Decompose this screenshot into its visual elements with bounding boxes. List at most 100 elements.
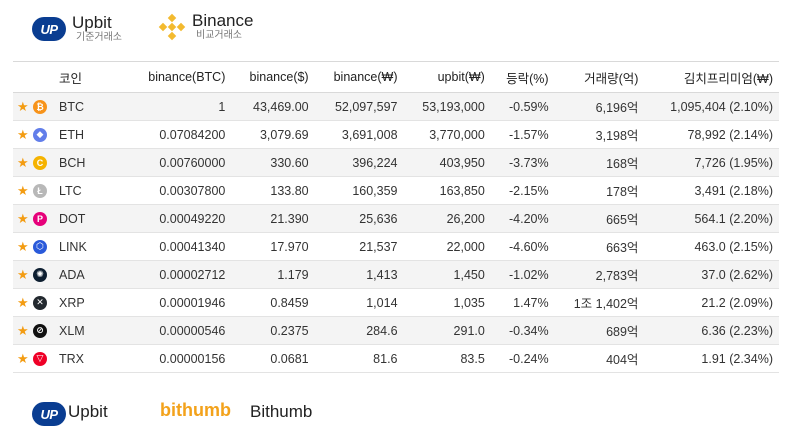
table-row[interactable]: ★ ✕ XRP 0.00001946 0.8459 1,014 1,035 1.47% 1조 1… [13, 288, 779, 317]
col-binance-usd[interactable]: binance($) [231, 61, 315, 93]
exchange-selector-header: UP Upbit 기준거래소 Binance 비교거래소 [0, 0, 791, 56]
favorite-star-icon[interactable]: ★ [17, 126, 29, 142]
table-row[interactable]: ★ ⬡ LINK 0.00041340 17.970 21,537 22,000 -4.60%… [13, 232, 779, 261]
change-percent: -2.15% [490, 176, 555, 205]
table-row[interactable]: ★ ₿ BTC 1 43,469.00 52,097,597 53,193,000 -0.59… [13, 92, 779, 121]
favorite-star-icon[interactable]: ★ [17, 238, 29, 254]
bitcoin-icon: ₿ [33, 99, 47, 114]
table-row[interactable]: ★ Ł LTC 0.00307800 133.80 160,359 163,850 -2.15… [13, 176, 779, 205]
col-binance-btc[interactable]: binance(BTC) [127, 61, 232, 93]
compare-exchange[interactable]: Binance 비교거래소 [158, 12, 253, 42]
kimchi-premium: 7,726 (1.95%) [644, 148, 779, 177]
favorite-star-icon[interactable]: ★ [17, 98, 29, 114]
binance-btc-price: 0.00307800 [127, 176, 232, 205]
binance-btc-price: 0.00049220 [127, 204, 232, 233]
binance-logo-icon [158, 13, 186, 41]
table-row[interactable]: ★ ✺ ADA 0.00002712 1.179 1,413 1,450 -1.02% 2,78… [13, 260, 779, 289]
table-row[interactable]: ★ ▽ TRX 0.00000156 0.0681 81.6 83.5 -0.24% 404억 1… [13, 344, 779, 373]
col-kimchi-premium[interactable]: 김치프리미엄(₩) [644, 61, 779, 93]
kimchi-premium: 463.0 (2.15%) [644, 232, 779, 261]
trade-volume: 404억 [554, 344, 645, 373]
binance-btc-price: 0.00002712 [127, 260, 232, 289]
binance-krw-price: 396,224 [314, 148, 404, 177]
coin-symbol: XRP [53, 288, 127, 317]
trade-volume: 6,196억 [554, 92, 645, 121]
favorite-star-icon[interactable]: ★ [17, 182, 29, 198]
binance-btc-price: 0.00001946 [127, 288, 232, 317]
binance-usd-price: 43,469.00 [231, 92, 315, 121]
change-percent: -0.34% [490, 316, 555, 345]
ethereum-icon: ◆ [33, 127, 47, 142]
table-row[interactable]: ★ ⊘ XLM 0.00000546 0.2375 284.6 291.0 -0.34% 689… [13, 316, 779, 345]
compare-exchange-label: 비교거래소 [196, 30, 242, 41]
change-percent: -3.73% [490, 148, 555, 177]
favorite-star-icon[interactable]: ★ [17, 210, 29, 226]
upbit-krw-price: 83.5 [403, 344, 491, 373]
binance-usd-price: 330.60 [231, 148, 315, 177]
trade-volume: 168억 [554, 148, 645, 177]
kimchi-premium: 1.91 (2.34%) [644, 344, 779, 373]
trade-volume: 2,783억 [554, 260, 645, 289]
favorite-star-icon[interactable]: ★ [17, 154, 29, 170]
base-exchange-name: Upbit [72, 13, 112, 32]
binance-usd-price: 3,079.69 [231, 120, 315, 149]
change-percent: -0.24% [490, 344, 555, 373]
kimchi-premium: 78,992 (2.14%) [644, 120, 779, 149]
chainlink-icon: ⬡ [33, 239, 47, 254]
upbit-logo-icon: UP [32, 402, 66, 426]
binance-btc-price: 0.07084200 [127, 120, 232, 149]
kimchi-premium: 564.1 (2.20%) [644, 204, 779, 233]
coin-symbol: XLM [53, 316, 127, 345]
binance-usd-price: 0.8459 [231, 288, 315, 317]
change-percent: -4.20% [490, 204, 555, 233]
change-percent: -1.02% [490, 260, 555, 289]
trade-volume: 1조 1,402억 [554, 288, 645, 317]
table-row[interactable]: ★ ◆ ETH 0.07084200 3,079.69 3,691,008 3,770,00… [13, 120, 779, 149]
change-percent: -4.60% [490, 232, 555, 261]
col-coin[interactable]: 코인 [53, 61, 127, 93]
favorite-star-icon[interactable]: ★ [17, 294, 29, 310]
base-exchange[interactable]: UP Upbit 기준거래소 [32, 14, 122, 44]
favorite-star-icon[interactable]: ★ [17, 350, 29, 366]
binance-krw-price: 21,537 [314, 232, 404, 261]
binance-usd-price: 0.2375 [231, 316, 315, 345]
coin-symbol: LTC [53, 176, 127, 205]
tron-icon: ▽ [33, 351, 47, 366]
binance-btc-price: 0.00041340 [127, 232, 232, 261]
upbit-krw-price: 3,770,000 [403, 120, 491, 149]
kimchi-premium: 1,095,404 (2.10%) [644, 92, 779, 121]
upbit-krw-price: 26,200 [403, 204, 491, 233]
table-row[interactable]: ★ C BCH 0.00760000 330.60 396,224 403,950 -3.73… [13, 148, 779, 177]
coin-symbol: BTC [53, 92, 127, 121]
upbit-krw-price: 163,850 [403, 176, 491, 205]
col-binance-krw[interactable]: binance(₩) [314, 61, 404, 93]
base-exchange-label: 기준거래소 [76, 32, 122, 43]
bitcoin-cash-icon: C [33, 155, 47, 170]
change-percent: 1.47% [490, 288, 555, 317]
change-percent: -1.57% [490, 120, 555, 149]
coin-symbol: ETH [53, 120, 127, 149]
stellar-icon: ⊘ [33, 323, 47, 338]
favorite-star-icon[interactable]: ★ [17, 322, 29, 338]
favorite-star-icon[interactable]: ★ [17, 266, 29, 282]
litecoin-icon: Ł [33, 183, 47, 198]
binance-usd-price: 133.80 [231, 176, 315, 205]
coin-symbol: TRX [53, 344, 127, 373]
binance-btc-price: 1 [127, 92, 232, 121]
col-volume[interactable]: 거래량(억) [554, 61, 645, 93]
table-header-row: 코인 binance(BTC) binance($) binance(₩) up… [13, 61, 779, 93]
upbit-krw-price: 53,193,000 [403, 92, 491, 121]
coin-symbol: LINK [53, 232, 127, 261]
trade-volume: 178억 [554, 176, 645, 205]
binance-usd-price: 0.0681 [231, 344, 315, 373]
col-upbit-krw[interactable]: upbit(₩) [403, 61, 491, 93]
binance-btc-price: 0.00760000 [127, 148, 232, 177]
compare-exchange-name: Binance [192, 11, 254, 30]
table-row[interactable]: ★ P DOT 0.00049220 21.390 25,636 26,200 -4.20% 6… [13, 204, 779, 233]
coin-symbol: BCH [53, 148, 127, 177]
upbit-krw-price: 291.0 [403, 316, 491, 345]
binance-krw-price: 52,097,597 [314, 92, 404, 121]
kimchi-premium: 37.0 (2.62%) [644, 260, 779, 289]
trade-volume: 663억 [554, 232, 645, 261]
col-change[interactable]: 등락(%) [490, 61, 555, 93]
